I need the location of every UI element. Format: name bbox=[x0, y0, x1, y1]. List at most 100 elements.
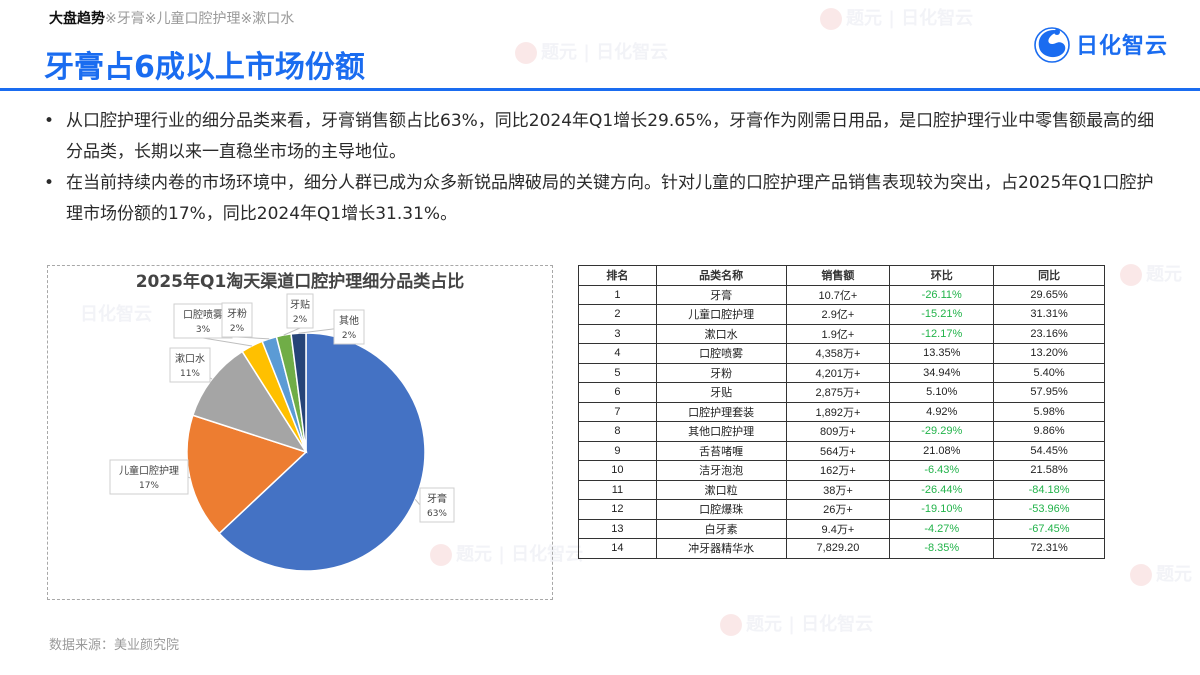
cell-rank: 1 bbox=[578, 284, 657, 305]
cell-mom: -12.17% bbox=[889, 323, 995, 344]
col-header-rank: 排名 bbox=[578, 265, 657, 286]
cell-mom: 4.92% bbox=[889, 401, 995, 422]
callout-box bbox=[169, 347, 211, 383]
callout-leader-line bbox=[202, 337, 253, 347]
cell-mom: -19.10% bbox=[889, 499, 995, 520]
cell-sales: 564万+ bbox=[785, 440, 891, 461]
cell-mom: -6.43% bbox=[889, 460, 995, 481]
cell-sales: 2.9亿+ bbox=[785, 304, 891, 325]
cell-sales: 10.7亿+ bbox=[785, 284, 891, 305]
cell-category: 白牙素 bbox=[655, 518, 787, 539]
cell-yoy: 21.58% bbox=[993, 460, 1105, 481]
callout-leader-line bbox=[283, 327, 301, 336]
cell-sales: 7,829.20 bbox=[785, 538, 891, 559]
callout-percent: 2% bbox=[293, 315, 308, 325]
bullet-dot-icon: • bbox=[44, 111, 55, 131]
cell-category: 漱口水 bbox=[655, 323, 787, 344]
cell-category: 舌苔啫喱 bbox=[655, 440, 787, 461]
cell-sales: 9.4万+ bbox=[785, 518, 891, 539]
cell-mom: -26.11% bbox=[889, 284, 995, 305]
callout-leader-line bbox=[414, 498, 421, 506]
callout-box bbox=[221, 302, 253, 338]
cell-yoy: 29.65% bbox=[993, 284, 1105, 305]
cell-yoy: 23.16% bbox=[993, 323, 1105, 344]
chart-title: 2025年Q1淘天渠道口腔护理细分品类占比 bbox=[135, 272, 465, 292]
cell-category: 口腔爆珠 bbox=[655, 499, 787, 520]
cell-category: 口腔喷雾 bbox=[655, 343, 787, 364]
bullet-item: • 从口腔护理行业的细分品类来看，牙膏销售额占比63%，同比2024年Q1增长2… bbox=[40, 106, 1170, 168]
callout-percent: 11% bbox=[180, 369, 200, 379]
cell-rank: 4 bbox=[578, 343, 657, 364]
pie-chart: 牙膏 63% 儿童口腔护理 17% 漱口水 11% 口腔喷雾 3% 牙粉 2% 牙贴 2% 其他 2% bbox=[109, 293, 455, 572]
brand-logo: 日化智云 bbox=[1032, 24, 1168, 64]
bullet-text: 在当前持续内卷的市场环境中，细分人群已成为众多新锐品牌破局的关键方向。针对儿童的… bbox=[66, 173, 1154, 224]
cell-sales: 4,358万+ bbox=[785, 343, 891, 364]
cell-rank: 6 bbox=[578, 382, 657, 403]
table-row: 13 白牙素 9.4万+ -4.27% -67.45% bbox=[578, 518, 1105, 539]
cell-mom: 5.10% bbox=[889, 382, 995, 403]
table-row: 10 洁牙泡泡 162万+ -6.43% 21.58% bbox=[578, 460, 1105, 481]
table-row: 2 儿童口腔护理 2.9亿+ -15.21% 31.31% bbox=[578, 304, 1105, 325]
table-row: 8 其他口腔护理 809万+ -29.29% 9.86% bbox=[578, 421, 1105, 442]
table-row: 12 口腔爆珠 26万+ -19.10% -53.96% bbox=[578, 499, 1105, 520]
watermark: 题元 | 日化智云 bbox=[720, 610, 873, 636]
table-row: 14 冲牙器精华水 7,829.20 -8.35% 72.31% bbox=[578, 538, 1105, 559]
cell-category: 其他口腔护理 bbox=[655, 421, 787, 442]
callout-category: 其他 bbox=[339, 314, 359, 327]
cell-rank: 8 bbox=[578, 421, 657, 442]
table-row: 1 牙膏 10.7亿+ -26.11% 29.65% bbox=[578, 284, 1105, 305]
table-row: 3 漱口水 1.9亿+ -12.17% 23.16% bbox=[578, 323, 1105, 344]
table-row: 9 舌苔啫喱 564万+ 21.08% 54.45% bbox=[578, 440, 1105, 461]
callout-box bbox=[286, 293, 314, 329]
cell-category: 牙膏 bbox=[655, 284, 787, 305]
cell-category: 口腔护理套装 bbox=[655, 401, 787, 422]
pie-slice bbox=[186, 414, 308, 535]
cell-rank: 2 bbox=[578, 304, 657, 325]
bullet-item: • 在当前持续内卷的市场环境中，细分人群已成为众多新锐品牌破局的关键方向。针对儿… bbox=[40, 168, 1170, 230]
pie-chart-panel: 2025年Q1淘天渠道口腔护理细分品类占比 牙膏 63% 儿童口腔护理 17% 漱口水 1… bbox=[47, 265, 553, 600]
cell-rank: 10 bbox=[578, 460, 657, 481]
cell-mom: -8.35% bbox=[889, 538, 995, 559]
cell-category: 漱口粒 bbox=[655, 479, 787, 500]
logo-swirl-icon bbox=[1034, 27, 1070, 63]
cell-mom: -26.44% bbox=[889, 479, 995, 500]
cell-rank: 5 bbox=[578, 362, 657, 383]
callout-percent: 2% bbox=[342, 331, 357, 341]
cell-mom: 13.35% bbox=[889, 343, 995, 364]
cell-mom: -4.27% bbox=[889, 518, 995, 539]
breadcrumb-subtopics: ※牙膏※儿童口腔护理※漱口水 bbox=[105, 11, 295, 27]
cell-category: 儿童口腔护理 bbox=[655, 304, 787, 325]
data-source-note: 数据来源：美业颜究院 bbox=[49, 638, 180, 653]
callout-category: 牙粉 bbox=[227, 307, 247, 320]
callout-category: 漱口水 bbox=[175, 353, 205, 365]
page-title: 牙膏占6成以上市场份额 bbox=[44, 50, 365, 85]
bullet-text: 从口腔护理行业的细分品类来看，牙膏销售额占比63%，同比2024年Q1增长29.… bbox=[66, 111, 1155, 162]
callout-box bbox=[419, 487, 455, 523]
cell-mom: -15.21% bbox=[889, 304, 995, 325]
table-row: 11 漱口粒 38万+ -26.44% -84.18% bbox=[578, 479, 1105, 500]
cell-sales: 2,875万+ bbox=[785, 382, 891, 403]
callout-box bbox=[109, 459, 189, 495]
cell-rank: 9 bbox=[578, 440, 657, 461]
cell-rank: 11 bbox=[578, 479, 657, 500]
callout-percent: 2% bbox=[230, 324, 245, 334]
callout-category: 儿童口腔护理 bbox=[119, 464, 179, 477]
table-row: 5 牙粉 4,201万+ 34.94% 5.40% bbox=[578, 362, 1105, 383]
col-header-sales: 销售额 bbox=[785, 265, 891, 286]
breadcrumb-main: 大盘趋势 bbox=[49, 11, 105, 27]
cell-rank: 3 bbox=[578, 323, 657, 344]
pie-slice bbox=[290, 332, 307, 453]
cell-yoy: -53.96% bbox=[993, 499, 1105, 520]
cell-yoy: 54.45% bbox=[993, 440, 1105, 461]
cell-yoy: 13.20% bbox=[993, 343, 1105, 364]
cell-yoy: 9.86% bbox=[993, 421, 1105, 442]
cell-rank: 14 bbox=[578, 538, 657, 559]
cell-sales: 1.9亿+ bbox=[785, 323, 891, 344]
callout-percent: 63% bbox=[427, 509, 447, 519]
callout-box bbox=[333, 309, 365, 345]
cell-yoy: -67.45% bbox=[993, 518, 1105, 539]
cell-category: 洁牙泡泡 bbox=[655, 460, 787, 481]
cell-yoy: 72.31% bbox=[993, 538, 1105, 559]
cell-yoy: 5.40% bbox=[993, 362, 1105, 383]
callout-percent: 17% bbox=[139, 481, 159, 491]
